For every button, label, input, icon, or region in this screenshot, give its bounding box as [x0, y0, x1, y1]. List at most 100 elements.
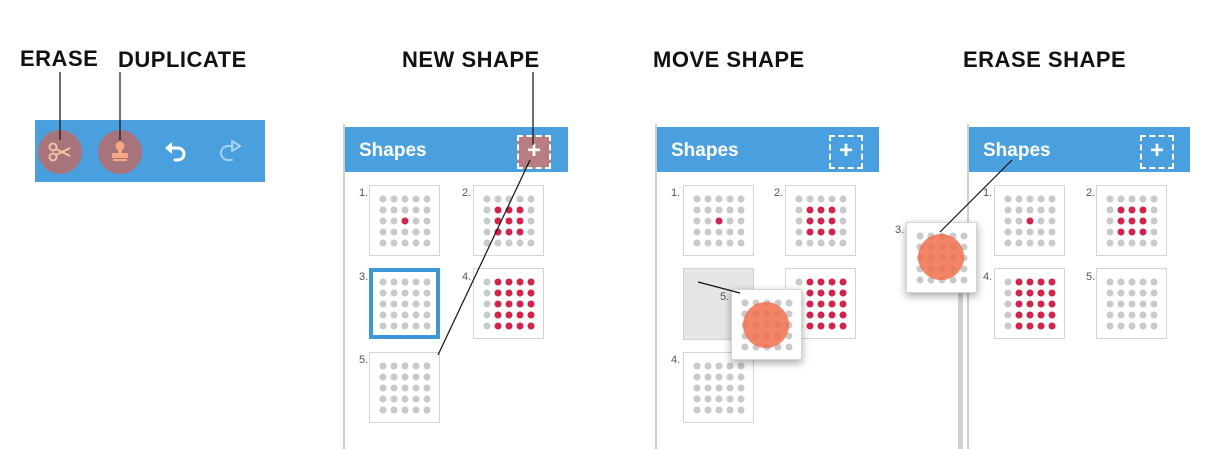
dot	[401, 384, 408, 391]
shapes-panel-move-shape: Shapes +	[655, 124, 879, 449]
shape-card-3[interactable]	[369, 268, 440, 339]
undo-button[interactable]	[153, 130, 197, 174]
active-dot	[828, 228, 835, 235]
active-dot	[1026, 322, 1033, 329]
panel-title: Shapes	[983, 140, 1051, 161]
active-dot	[527, 289, 534, 296]
dot	[916, 265, 923, 272]
shape-card-2[interactable]	[785, 185, 856, 256]
dot	[412, 278, 419, 285]
active-dot	[806, 322, 813, 329]
dot	[1037, 195, 1044, 202]
active-dot	[505, 228, 512, 235]
active-dot	[505, 217, 512, 224]
redo-button[interactable]	[210, 130, 254, 174]
dot	[726, 206, 733, 213]
active-dot	[817, 322, 824, 329]
dot	[1150, 239, 1157, 246]
dot-grid	[1106, 195, 1157, 246]
dot	[1117, 239, 1124, 246]
dot	[483, 322, 490, 329]
dot	[390, 239, 397, 246]
active-dot	[1015, 311, 1022, 318]
active-dot	[527, 300, 534, 307]
shape-card-4[interactable]	[473, 268, 544, 339]
caption-erase-shape: ERASE SHAPE	[963, 47, 1127, 72]
dot	[1015, 206, 1022, 213]
add-shape-button[interactable]: +	[517, 135, 551, 169]
shape-card-4[interactable]	[683, 352, 754, 423]
shape-card-2[interactable]	[473, 185, 544, 256]
active-dot	[516, 228, 523, 235]
dot	[839, 206, 846, 213]
dot	[715, 228, 722, 235]
dot	[726, 217, 733, 224]
panel-header: Shapes +	[345, 127, 568, 172]
dot	[828, 239, 835, 246]
shape-number: 4.	[983, 271, 993, 283]
add-shape-button[interactable]: +	[829, 135, 863, 169]
dot	[1128, 300, 1135, 307]
dot	[1004, 322, 1011, 329]
active-dot	[505, 322, 512, 329]
active-dot	[1015, 322, 1022, 329]
dot	[715, 406, 722, 413]
dot	[715, 206, 722, 213]
dot	[527, 195, 534, 202]
shape-card-1[interactable]	[994, 185, 1065, 256]
dot	[715, 395, 722, 402]
dot	[752, 343, 759, 350]
dot	[1117, 289, 1124, 296]
dot	[423, 362, 430, 369]
dot-grid	[795, 195, 846, 246]
dot	[483, 217, 490, 224]
shape-number: 1.	[359, 187, 369, 199]
dot	[726, 228, 733, 235]
dot	[483, 278, 490, 285]
dot	[1139, 289, 1146, 296]
dot	[1004, 300, 1011, 307]
dot-grid	[693, 362, 744, 413]
shape-card-1[interactable]	[683, 185, 754, 256]
shape-card-5[interactable]	[369, 352, 440, 423]
erase-button[interactable]	[38, 130, 82, 174]
duplicate-button[interactable]	[98, 130, 142, 174]
shape-card-1[interactable]	[369, 185, 440, 256]
shape-number: 1.	[983, 187, 993, 199]
shape-card-2[interactable]	[1096, 185, 1167, 256]
dot	[737, 239, 744, 246]
active-dot	[806, 300, 813, 307]
dot	[483, 300, 490, 307]
dot	[927, 276, 934, 283]
dot	[1106, 322, 1113, 329]
dot	[1004, 217, 1011, 224]
dot	[1117, 322, 1124, 329]
dot	[785, 332, 792, 339]
dot	[412, 322, 419, 329]
dot	[817, 195, 824, 202]
dot	[1004, 228, 1011, 235]
add-shape-button[interactable]: +	[1140, 135, 1174, 169]
dot	[839, 239, 846, 246]
dot	[1150, 311, 1157, 318]
active-dot	[1117, 217, 1124, 224]
dot	[1117, 300, 1124, 307]
active-dot	[1048, 322, 1055, 329]
dot	[379, 362, 386, 369]
dot	[1106, 206, 1113, 213]
dot	[795, 239, 802, 246]
shape-card-4[interactable]	[994, 268, 1065, 339]
active-dot	[1139, 228, 1146, 235]
dot	[737, 195, 744, 202]
dot	[715, 373, 722, 380]
dot	[483, 195, 490, 202]
active-dot	[1026, 311, 1033, 318]
scrollbar[interactable]	[958, 265, 963, 449]
stamp-icon	[112, 141, 128, 161]
shape-card-5[interactable]	[1096, 268, 1167, 339]
dot	[1048, 239, 1055, 246]
dot-grid	[795, 278, 846, 329]
dot	[693, 195, 700, 202]
active-dot	[839, 311, 846, 318]
active-dot	[817, 217, 824, 224]
